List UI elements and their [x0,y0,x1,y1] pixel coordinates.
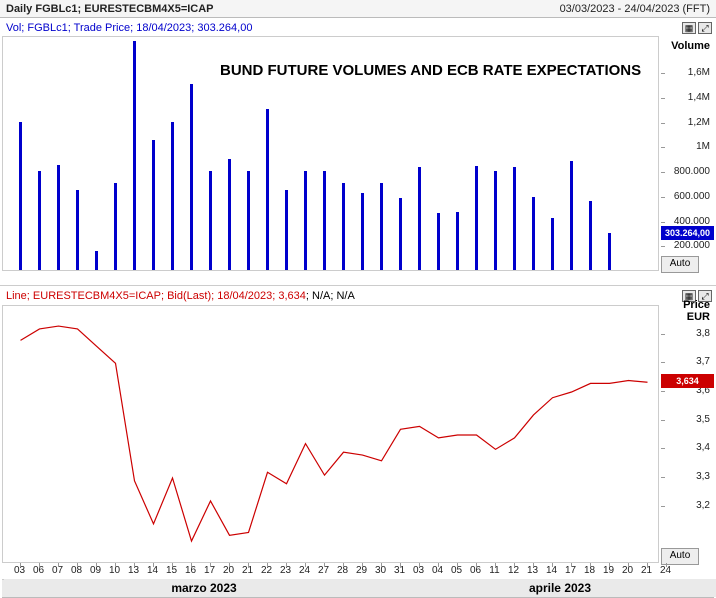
volume-bar [76,190,79,270]
volume-chart [2,36,659,271]
price-current-marker: 3,634 [661,374,714,388]
volume-bar [171,122,174,270]
volume-ytick-label: 1M [696,141,710,152]
volume-current-marker: 303.264,00 [661,226,714,240]
price-ytick-label: 3,4 [696,442,710,453]
volume-ytick-label: 200.000 [674,240,710,251]
bottom-series-info: Line; EURESTECBM4X5=ICAP; Bid(Last); 18/… [6,290,355,302]
expand-icon[interactable]: ⤢ [698,22,712,34]
volume-ytick-label: 600.000 [674,191,710,202]
volume-ytick-label: 1,4M [688,92,710,103]
volume-bar [323,171,326,270]
volume-bar [589,201,592,270]
price-ytick-label: 3,7 [696,356,710,367]
volume-bar [608,233,611,271]
top-series-info: Vol; FGBLc1; Trade Price; 18/04/2023; 30… [6,22,252,34]
bottom-series-info-main: Line; EURESTECBM4X5=ICAP; Bid(Last); 18/… [6,290,306,302]
price-line [3,306,660,564]
volume-bar [57,165,60,270]
volume-ytick-label: 1,6M [688,67,710,78]
volume-bar [228,159,231,270]
xaxis-month-label: marzo 2023 [4,579,404,597]
price-ytick-label: 3,5 [696,414,710,425]
volume-bar [209,171,212,270]
volume-bar [437,213,440,270]
volume-bar [38,171,41,270]
header-left: Daily FGBLc1; EURESTECBM4X5=ICAP [6,3,214,15]
panel-separator [0,285,716,286]
volume-bar [285,190,288,270]
volume-ytick-label: 800.000 [674,166,710,177]
volume-bar [190,84,193,270]
chart-header: Daily FGBLc1; EURESTECBM4X5=ICAP 03/03/2… [0,0,716,18]
price-ytick-label: 3,3 [696,471,710,482]
volume-bar [266,109,269,270]
volume-bar [304,171,307,270]
volume-auto-button[interactable]: Auto [661,256,699,273]
shared-xaxis: 0306070809101314151617202122232427282930… [2,565,714,596]
volume-ytick-label: 1,2M [688,117,710,128]
header-right: 03/03/2023 - 24/04/2023 (FFT) [560,3,710,15]
volume-bar [342,183,345,270]
price-chart [2,305,659,563]
volume-bar [399,198,402,270]
volume-bar [19,122,22,270]
volume-bar [247,171,250,270]
volume-bar [456,212,459,270]
bottom-series-info-na: ; N/A; N/A [306,290,355,302]
volume-bar [532,197,535,270]
volume-bar [513,167,516,270]
volume-bar [380,183,383,270]
volume-bar [361,193,364,270]
volume-bar [418,167,421,270]
volume-bar [475,166,478,270]
volume-bar [551,218,554,270]
volume-ytick-label: 400.000 [674,216,710,227]
price-yaxis: 3,83,73,63,53,43,33,2 [661,305,714,563]
price-ytick-label: 3,2 [696,500,710,511]
price-auto-button[interactable]: Auto [661,548,699,565]
volume-bar [152,140,155,270]
volume-bar [570,161,573,270]
grid-icon[interactable]: ▦ [682,22,696,34]
volume-bar [114,183,117,270]
volume-bar [133,41,136,270]
price-ytick-label: 3,8 [696,328,710,339]
volume-yaxis-title: Volume [671,40,710,52]
volume-bar [95,251,98,270]
price-yaxis-title: PriceEUR [683,299,710,323]
volume-bar [494,171,497,270]
xaxis-month-label: aprile 2023 [404,579,716,597]
top-panel-controls: ▦ ⤢ [682,22,712,34]
